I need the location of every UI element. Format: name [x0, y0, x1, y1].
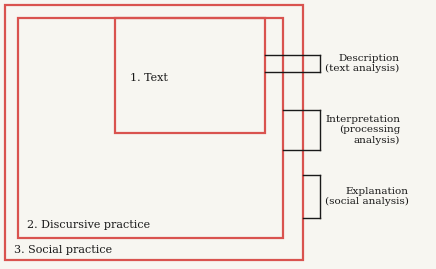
Text: 2. Discursive practice: 2. Discursive practice	[27, 220, 150, 230]
Text: Explanation
(social analysis): Explanation (social analysis)	[325, 187, 409, 206]
Text: Interpretation
(processing
analysis): Interpretation (processing analysis)	[325, 115, 400, 145]
Text: Description
(text analysis): Description (text analysis)	[325, 54, 399, 73]
Text: 3. Social practice: 3. Social practice	[14, 245, 112, 255]
Bar	[115, 18, 265, 133]
Bar	[5, 5, 303, 260]
Bar	[18, 18, 283, 238]
Text: 1. Text: 1. Text	[130, 73, 168, 83]
